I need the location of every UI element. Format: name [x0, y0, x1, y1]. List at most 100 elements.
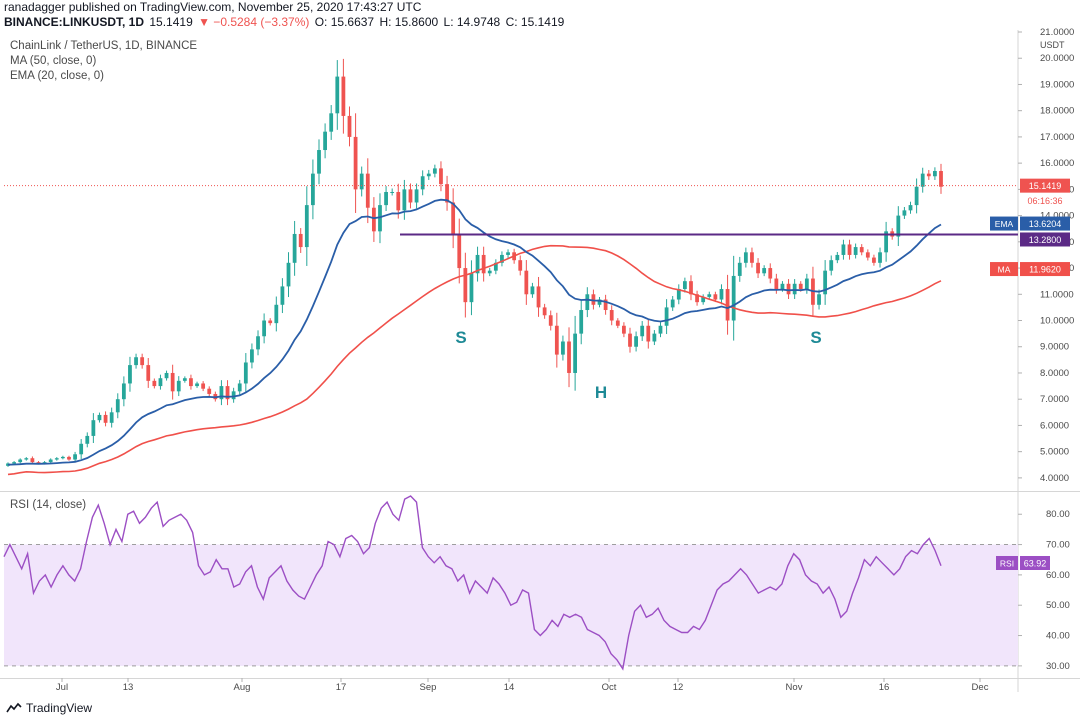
candle-body: [371, 207, 376, 232]
time-tick-label: Jul: [56, 682, 68, 693]
candle-body: [859, 247, 864, 253]
time-tick-label: Sep: [420, 682, 437, 693]
price-tick-label: 19.0000: [1040, 79, 1074, 90]
rsi-legend: RSI (14, close): [10, 499, 87, 511]
candle-body: [207, 388, 212, 394]
candle-body: [780, 283, 785, 290]
candle-body: [347, 115, 352, 137]
ohlc-header: BINANCE:LINKUSDT, 1D 15.1419 ▼ −0.5284 (…: [4, 15, 566, 29]
price-tick-label: 8.0000: [1040, 368, 1069, 379]
high-text: H: 15.8600: [379, 15, 439, 29]
candle-body: [24, 458, 29, 460]
candle-body: [286, 262, 291, 287]
candle-body: [176, 380, 181, 392]
time-tick-label: 13: [123, 682, 134, 693]
candle-body: [609, 310, 614, 321]
candle-body: [585, 294, 590, 311]
candle-body: [652, 333, 657, 342]
candle-body: [237, 383, 242, 392]
ma-label-tag-text: MA: [998, 265, 1011, 275]
candle-body: [786, 283, 791, 295]
candle-body: [182, 378, 187, 381]
candle-body: [311, 173, 315, 206]
pattern-label: S: [455, 328, 466, 347]
candle-body: [554, 325, 559, 355]
rsi-tag-text: RSI: [1000, 558, 1014, 568]
candle-body: [622, 325, 626, 334]
candle-body: [707, 294, 712, 297]
candle-body: [146, 365, 151, 381]
candle-body: [335, 76, 340, 114]
symbol-text: BINANCE:LINKUSDT, 1D: [4, 15, 145, 29]
rsi-tick-label: 40.00: [1046, 631, 1070, 642]
countdown-label: 06:16:36: [1027, 196, 1062, 206]
time-tick-label: 17: [336, 682, 347, 693]
candle-body: [250, 349, 254, 363]
candle-body: [804, 278, 809, 290]
candle-body: [317, 150, 321, 174]
candle-body: [926, 173, 931, 177]
rsi-value: 63.92: [1024, 558, 1047, 568]
candle-body: [469, 273, 474, 303]
chart-title: ChainLink / TetherUS, 1D, BINANCE: [10, 40, 198, 52]
price-tick-label: 20.0000: [1040, 53, 1074, 64]
candle-body: [548, 315, 553, 326]
candle-body: [158, 378, 163, 387]
candle-body: [79, 443, 84, 455]
candle-body: [768, 268, 773, 279]
candle-body: [719, 289, 724, 300]
candle-body: [219, 386, 224, 400]
candle-body: [256, 336, 260, 350]
candle-body: [542, 307, 547, 316]
price-tick-label: 18.0000: [1040, 106, 1074, 117]
candle-body: [164, 372, 169, 379]
candle-body: [85, 435, 90, 444]
candle-body: [451, 202, 456, 234]
candle-body: [463, 268, 468, 303]
rsi-tick-label: 50.00: [1046, 600, 1070, 611]
candle-body: [152, 380, 157, 387]
candle-body: [750, 252, 754, 263]
price-tick-label: 4.0000: [1040, 473, 1069, 484]
tradingview-logo-icon: [6, 702, 22, 713]
candle-body: [353, 136, 358, 190]
candle-body: [762, 268, 767, 274]
rsi-tick-label: 60.00: [1046, 570, 1070, 581]
candle-body: [725, 289, 730, 321]
candle-body: [304, 205, 309, 248]
ema-label-box: [1020, 216, 1070, 231]
close-text: C: 15.1419: [505, 15, 565, 29]
candle-body: [420, 176, 425, 190]
candle-body: [457, 233, 462, 269]
candle-body: [359, 173, 364, 190]
last-price-label-value: 15.1419: [1029, 181, 1062, 191]
candle-body: [676, 289, 681, 300]
candle-body: [390, 191, 395, 193]
time-tick-label: 12: [673, 682, 684, 693]
tradingview-brand[interactable]: TradingView: [6, 701, 92, 715]
neckline-label-value: 13.2800: [1029, 235, 1062, 245]
candle-body: [170, 372, 175, 392]
time-tick-label: 16: [879, 682, 890, 693]
candle-body: [884, 231, 889, 253]
brand-name: TradingView: [26, 701, 93, 715]
candle-body: [262, 320, 267, 337]
candle-body: [713, 294, 718, 300]
ma-label-tag: [990, 262, 1018, 277]
candle-body: [646, 325, 651, 342]
pattern-label: H: [595, 383, 607, 402]
candle-body: [414, 189, 419, 203]
candle-body: [426, 173, 431, 177]
candle-body: [54, 458, 59, 460]
candle-body: [115, 399, 120, 413]
candle-body: [536, 286, 541, 308]
candle-body: [628, 333, 632, 347]
candle-body: [902, 210, 907, 216]
rsi-line: [3, 495, 942, 671]
time-tick-label: 14: [504, 682, 515, 693]
last-price-text: 15.1419: [149, 15, 193, 29]
candle-body: [323, 131, 327, 151]
candle-body: [439, 168, 443, 185]
low-text: L: 14.9748: [443, 15, 501, 29]
